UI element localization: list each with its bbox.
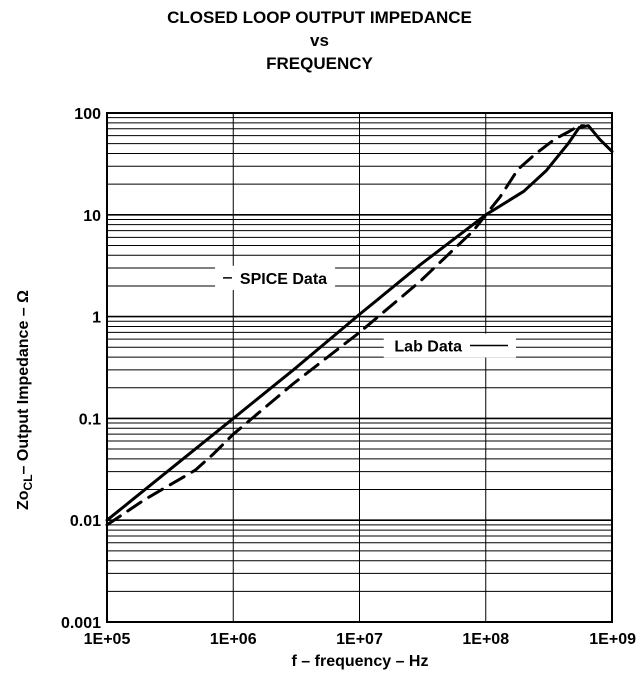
x-tick-label: 1E+08 xyxy=(462,631,509,648)
y-axis-label-text: – Output Impedance – Ω xyxy=(15,290,32,475)
y-tick-labels: 0.001 0.01 0.1 1 10 100 xyxy=(61,106,101,632)
y-tick-label: 0.01 xyxy=(70,513,101,530)
y-tick-label: 1 xyxy=(92,310,101,327)
y-tick-label: 0.1 xyxy=(79,411,101,428)
chart-title-line-2: vs xyxy=(310,31,329,50)
plot-frame xyxy=(106,112,613,623)
chart-title-line-1: CLOSED LOOP OUTPUT IMPEDANCE xyxy=(167,8,472,27)
y-tick-label: 100 xyxy=(74,106,101,123)
annotation-label-background xyxy=(231,265,336,290)
y-tick-label: 0.001 xyxy=(61,615,101,632)
annotations: SPICE Data Lab Data xyxy=(215,265,516,358)
annotation-label-background xyxy=(386,333,470,358)
x-tick-labels: 1E+05 1E+06 1E+07 1E+08 1E+09 xyxy=(84,631,636,648)
series-lines xyxy=(105,124,614,527)
x-axis-label: f – frequency – Hz xyxy=(291,653,429,670)
x-tick-label: 1E+09 xyxy=(589,631,636,648)
chart-title-line-3: FREQUENCY xyxy=(266,54,373,73)
y-axis-label-subscript: CL xyxy=(21,474,35,491)
x-tick-label: 1E+05 xyxy=(84,631,131,648)
x-tick-label: 1E+07 xyxy=(336,631,383,648)
y-axis-label-symbol: Zo xyxy=(15,490,32,510)
annotation-label: Lab Data xyxy=(394,339,462,356)
major-gridlines xyxy=(106,112,613,623)
series-line-lab-data xyxy=(105,124,586,527)
annotation-label: SPICE Data xyxy=(240,271,327,288)
x-tick-label: 1E+06 xyxy=(210,631,257,648)
y-tick-label: 10 xyxy=(83,208,101,225)
y-axis-label: ZoCL– Output Impedance – Ω xyxy=(15,290,35,510)
